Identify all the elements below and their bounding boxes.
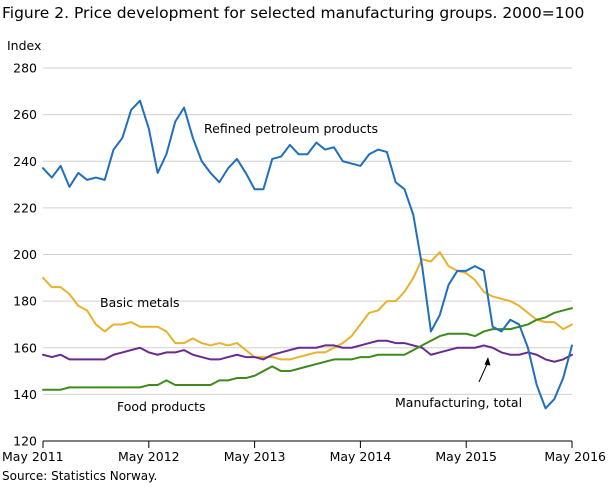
y-tick-labels: 120 140 160 180 200 220 240 260 280 (13, 61, 37, 449)
annotation-basic-metals: Basic metals (100, 295, 179, 310)
y-tick-180: 180 (13, 294, 37, 309)
y-tick-220: 220 (13, 200, 37, 215)
x-tick-label-4: May 2015 (435, 449, 497, 464)
y-tick-160: 160 (13, 340, 37, 355)
x-tick-label-1: May 2012 (118, 449, 180, 464)
annotation-manufacturing-total: Manufacturing, total (395, 395, 522, 410)
y-tick-240: 240 (13, 154, 37, 169)
annotation-pointer-line (478, 361, 489, 383)
annotation-pointer-arrowhead (484, 357, 491, 366)
series-line-refined-petroleum-products (42, 99, 573, 410)
y-tick-260: 260 (13, 107, 37, 122)
y-tick-120: 120 (13, 434, 37, 449)
y-tick-200: 200 (13, 247, 37, 262)
series-line-basic-metals (42, 251, 573, 361)
x-tick-label-3: May 2014 (330, 449, 392, 464)
chart-title: Figure 2. Price development for selected… (2, 4, 585, 22)
x-tick-label-5: May 2016 (544, 449, 606, 464)
y-axis-label: Index (7, 38, 41, 53)
annotation-refined-petroleum: Refined petroleum products (204, 121, 378, 136)
x-tick-label-0: May 2011 (2, 449, 64, 464)
y-tick-280: 280 (13, 61, 37, 76)
x-axis: May 2011 May 2012 May 2013 May 2014 May 2015… (2, 440, 606, 464)
annotation-food-products: Food products (117, 399, 206, 414)
series-line-manufacturing-total (42, 339, 573, 363)
series-lines (42, 99, 573, 410)
series-line-food-products (42, 307, 573, 391)
x-tick-label-2: May 2013 (224, 449, 286, 464)
y-tick-140: 140 (13, 387, 37, 402)
chart-source: Source: Statistics Norway. (2, 469, 158, 483)
series-annotations: Refined petroleum products Basic metals … (100, 121, 522, 414)
